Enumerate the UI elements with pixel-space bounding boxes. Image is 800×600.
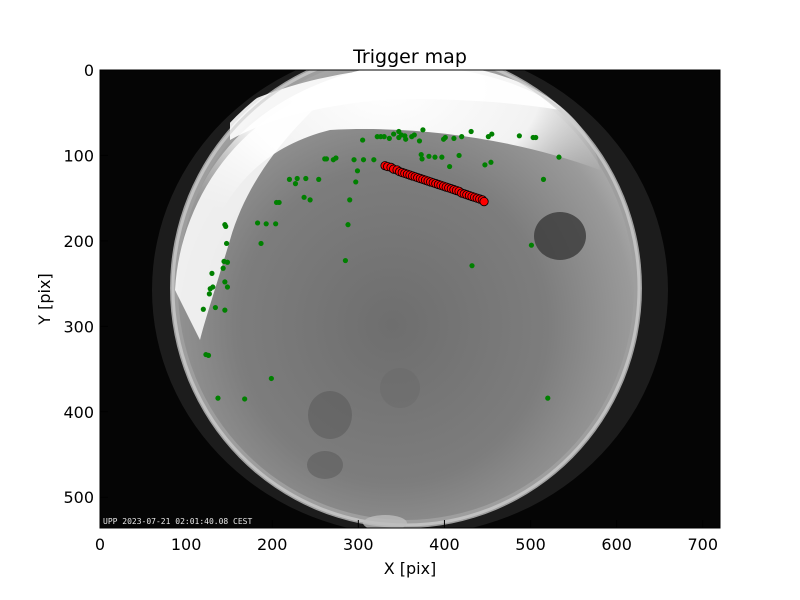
x-tick-label: 400 <box>429 535 460 554</box>
trigger-point-green <box>351 157 357 163</box>
trigger-point-green <box>451 135 457 141</box>
trigger-point-green <box>528 242 535 248</box>
trigger-point-green <box>294 175 300 182</box>
trigger-point-green <box>516 133 522 139</box>
trigger-point-green <box>301 194 307 200</box>
chart-title: Trigger map <box>352 46 467 68</box>
trigger-point-green <box>418 151 424 158</box>
trigger-point-green <box>420 127 426 133</box>
trigger-point-green <box>347 197 353 203</box>
trigger-point-green <box>482 162 488 168</box>
y-tick-label: 200 <box>63 232 94 251</box>
trigger-point-green <box>533 134 539 141</box>
trigger-point-green <box>416 138 423 144</box>
trigger-point-green <box>442 134 448 141</box>
x-axis-ticks: 0 100 200 300 400 500 600 700 <box>95 520 718 554</box>
trigger-point-green <box>273 221 279 227</box>
trigger-point-green <box>386 135 392 141</box>
trigger-point-green <box>545 395 551 401</box>
trigger-point-green <box>307 197 313 203</box>
trigger-point-green <box>222 307 228 313</box>
x-tick-label: 200 <box>257 535 288 554</box>
trigger-point-green <box>223 223 229 229</box>
trigger-point-green <box>316 176 322 182</box>
trigger-point-green <box>220 265 226 271</box>
x-tick-label: 300 <box>343 535 374 554</box>
trigger-point-green <box>345 222 351 228</box>
trigger-point-green <box>224 284 231 290</box>
trigger-point-green <box>292 181 299 187</box>
trigger-points <box>200 127 562 402</box>
trigger-point-green <box>209 270 215 276</box>
trigger-point-green <box>263 221 269 227</box>
sky-camera-image <box>100 70 720 528</box>
trigger-point-green <box>200 306 206 312</box>
trigger-point-green <box>468 128 474 135</box>
trigger-point-green <box>432 154 438 160</box>
trigger-point-green <box>371 157 377 163</box>
trigger-point-green <box>456 152 462 159</box>
trigger-point-green <box>447 163 453 170</box>
trigger-point-green <box>354 168 361 174</box>
trigger-point-green <box>212 304 218 311</box>
trigger-point-green <box>276 199 282 206</box>
trigger-point-green <box>224 259 231 265</box>
trigger-point-green <box>403 136 409 142</box>
x-axis-label: X [pix] <box>384 559 437 578</box>
trigger-point-green <box>488 159 494 165</box>
trigger-point-green <box>258 240 264 247</box>
x-tick-label: 100 <box>171 535 202 554</box>
trigger-point-green <box>303 175 309 182</box>
trigger-point-green <box>439 154 445 160</box>
trigger-point-green <box>353 179 359 185</box>
trigger-point-green <box>222 279 228 285</box>
y-tick-label: 0 <box>84 61 94 80</box>
trigger-point-green <box>268 375 274 382</box>
trigger-point-green <box>419 156 425 162</box>
trigger-point-green <box>210 284 216 290</box>
trigger-point-green <box>459 134 465 140</box>
trigger-point-green <box>360 157 367 163</box>
trigger-point-green <box>540 176 547 182</box>
trigger-point-green <box>323 156 330 162</box>
trigger-point-green <box>205 352 212 358</box>
trigger-point-red <box>479 196 489 207</box>
trigger-point-green <box>391 131 397 137</box>
y-tick-label: 100 <box>63 146 94 165</box>
y-tick-label: 400 <box>63 403 94 422</box>
x-tick-label: 0 <box>95 535 105 554</box>
trigger-point-green <box>333 155 339 161</box>
y-tick-label: 300 <box>63 317 94 336</box>
trigger-point-green <box>254 220 261 226</box>
trigger-point-green <box>556 154 562 160</box>
trigger-point-green <box>342 257 349 264</box>
y-tick-label: 500 <box>63 488 94 507</box>
trigger-point-green <box>489 131 495 137</box>
x-tick-label: 700 <box>688 535 719 554</box>
trigger-point-green <box>469 263 475 269</box>
y-axis-ticks: 0 100 200 300 400 500 <box>63 61 108 507</box>
trigger-point-green <box>215 395 221 401</box>
timestamp-overlay: UPP 2023-07-21 02:01:40.08 CEST <box>103 517 252 526</box>
trigger-point-green <box>242 396 248 402</box>
y-axis-label: Y [pix] <box>35 273 54 325</box>
x-tick-label: 600 <box>601 535 632 554</box>
trigger-point-green <box>286 176 293 182</box>
x-tick-label: 500 <box>515 535 546 554</box>
trigger-point-green <box>223 240 230 247</box>
plot-frame <box>99 69 721 529</box>
trigger-point-green <box>426 153 432 159</box>
trigger-point-green <box>411 132 417 138</box>
trigger-point-green <box>381 134 387 140</box>
trigger-point-green <box>360 137 366 143</box>
trigger-point-green <box>206 291 212 297</box>
